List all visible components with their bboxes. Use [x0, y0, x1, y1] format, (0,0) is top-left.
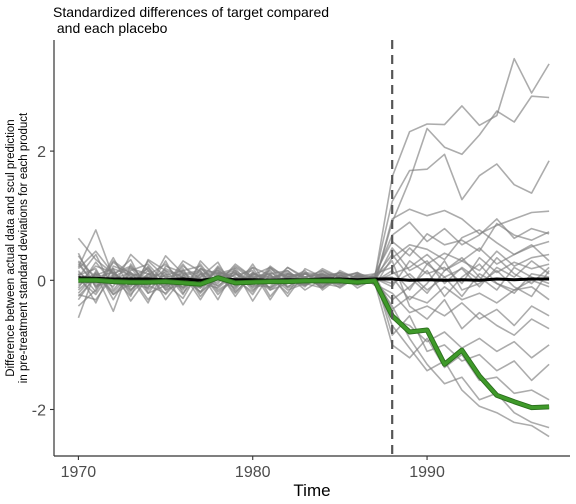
y-tick-label: -2 — [32, 402, 46, 419]
y-axis-title-line-1: Difference between actual data and scul … — [5, 119, 17, 376]
y-tick-label: 2 — [37, 144, 46, 161]
x-tick-label: 1970 — [61, 464, 97, 481]
lines-layer — [77, 40, 550, 456]
x-tick-label: 1990 — [409, 464, 445, 481]
x-tick-label: 1980 — [235, 464, 271, 481]
target-line — [78, 276, 550, 410]
y-axis-title-line-2: in pre-treatment standard deviations for… — [18, 112, 30, 383]
ticks-layer: 1970 1980 1990 -2 0 2 — [32, 144, 445, 481]
x-axis-title: Time — [293, 481, 330, 500]
target-line-outline — [78, 275, 550, 411]
chart-title: Standardized differences of target compa… — [53, 4, 330, 36]
placebo-line-14 — [77, 255, 550, 327]
y-tick-label: 0 — [37, 273, 46, 290]
placebo-line-1 — [77, 57, 550, 289]
